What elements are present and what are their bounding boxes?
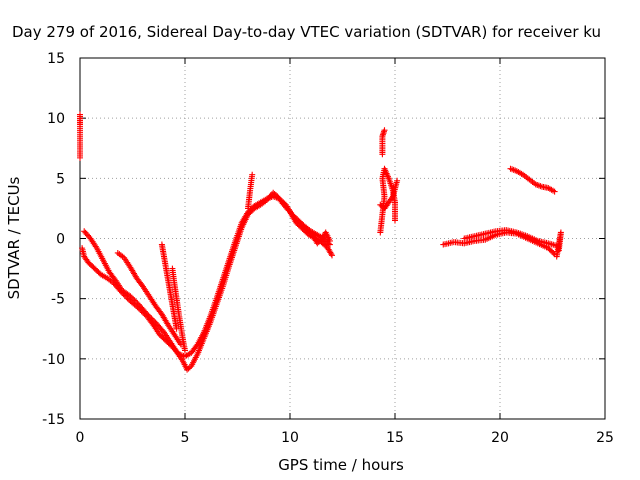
data-point <box>145 312 152 319</box>
x-tick-label: 25 <box>596 430 614 446</box>
data-point <box>326 237 333 244</box>
data-point <box>130 296 137 303</box>
y-tick-label: 5 <box>56 171 65 187</box>
data-point <box>133 298 139 305</box>
data-point <box>381 127 388 134</box>
data-point <box>249 171 256 178</box>
x-tick-label: 0 <box>76 430 85 446</box>
data-point <box>131 297 138 304</box>
data-point <box>177 341 184 348</box>
data-point <box>148 315 155 322</box>
y-tick-label: 10 <box>47 111 65 127</box>
y-tick-label: -5 <box>51 292 65 308</box>
data-point <box>143 309 149 316</box>
x-tick-label: 20 <box>491 430 509 446</box>
data-point <box>147 314 153 321</box>
data-point <box>328 250 335 257</box>
data-point <box>151 318 158 325</box>
data-point <box>77 154 83 161</box>
data-point <box>138 282 145 289</box>
data-point <box>86 234 93 241</box>
data-point <box>329 252 335 259</box>
x-tick-label: 15 <box>386 430 404 446</box>
data-points <box>77 111 564 373</box>
data-point <box>134 300 141 307</box>
data-point <box>394 177 401 184</box>
axis-ticks: 0 5 10 15 20 25 -15 -10 -5 0 5 10 15 <box>42 51 614 446</box>
y-tick-label: 0 <box>56 232 65 248</box>
data-point <box>111 276 118 283</box>
data-point <box>551 188 558 195</box>
x-tick-label: 10 <box>281 430 299 446</box>
chart-title: Day 279 of 2016, Sidereal Day-to-day VTE… <box>12 23 601 41</box>
x-axis-label: GPS time / hours <box>278 456 404 474</box>
data-point <box>182 347 188 354</box>
data-point <box>149 316 156 323</box>
data-point <box>144 311 151 318</box>
data-point <box>555 247 562 254</box>
data-point <box>392 217 398 224</box>
y-tick-label: -15 <box>42 412 65 428</box>
data-point <box>128 294 135 301</box>
x-tick-label: 5 <box>181 430 190 446</box>
data-point <box>127 293 134 300</box>
y-axis-label: SDTVAR / TECUs <box>5 176 23 299</box>
y-tick-label: -10 <box>42 352 65 368</box>
y-tick-label: 15 <box>47 51 65 67</box>
